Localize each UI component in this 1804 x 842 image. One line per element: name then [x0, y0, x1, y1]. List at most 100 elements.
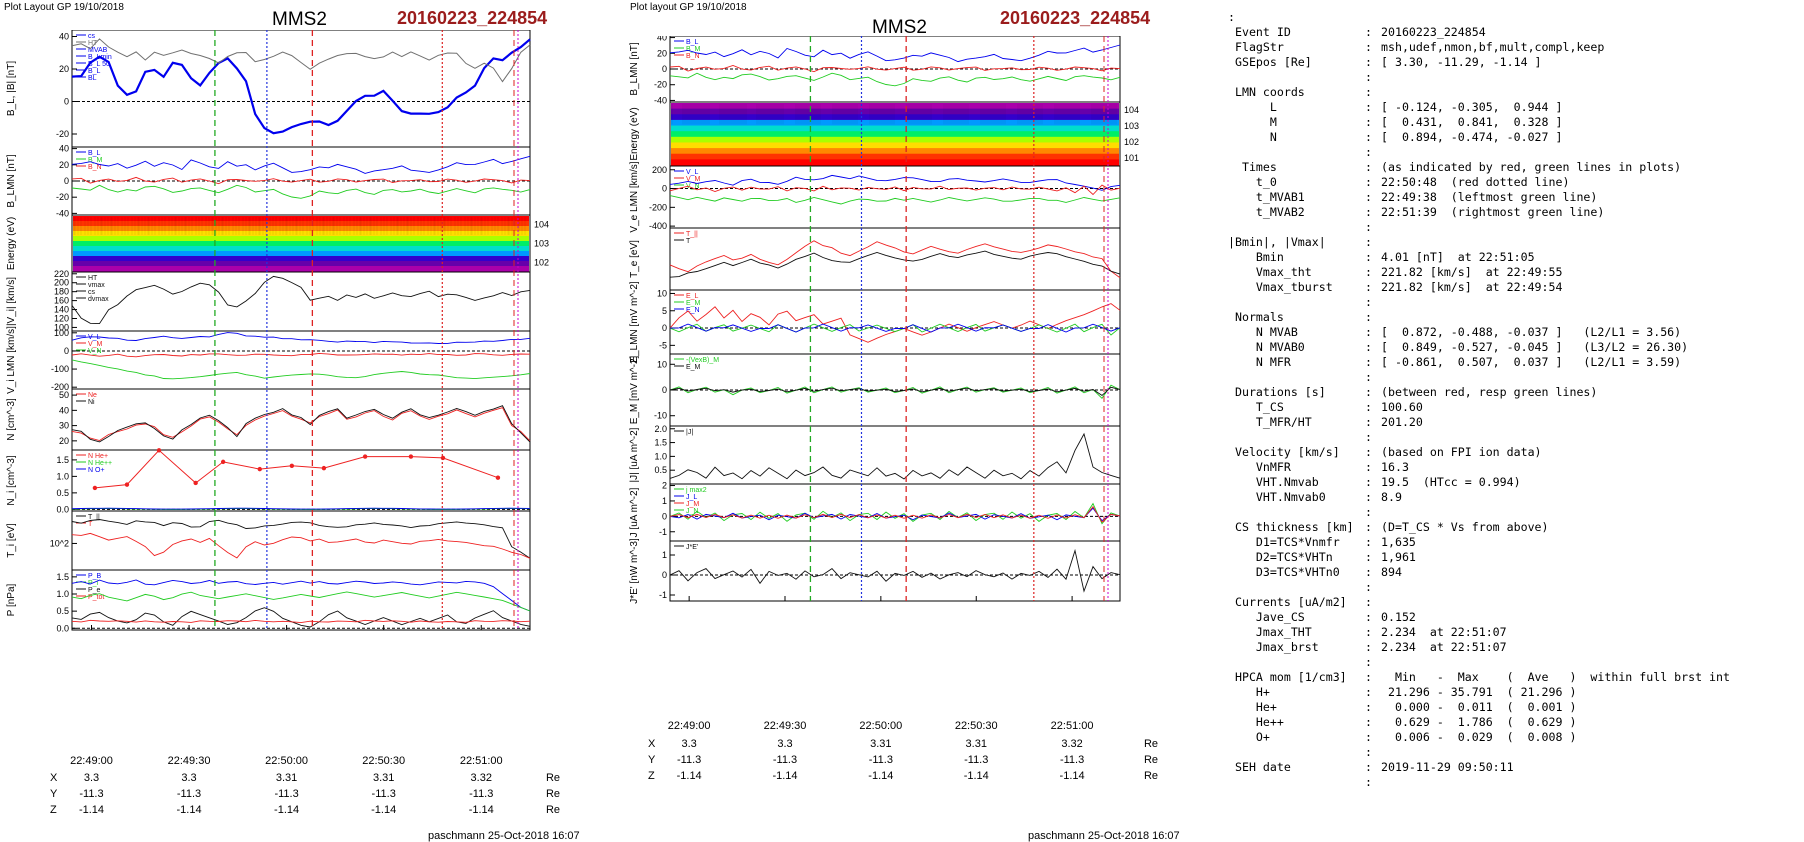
legend-label: BL: [88, 75, 97, 82]
info-line: N MFR: [ -0.861, 0.507, 0.037 ] (L2/L1 = …: [1228, 355, 1798, 370]
panel-ylabel: P [nPa]: [6, 583, 17, 616]
panel-ytick-label: -40: [56, 208, 69, 218]
series-line: [71, 38, 531, 83]
info-key: N MFR: [1228, 355, 1291, 369]
legend-label: P_B: [88, 573, 102, 580]
info-value: 201.20: [1381, 415, 1423, 429]
panel-ytick-label: 20: [59, 436, 69, 446]
coord-value: -11.3: [868, 754, 893, 766]
spectrogram-band: [671, 103, 1119, 110]
spectrogram-band: [73, 216, 529, 222]
series-line: [71, 619, 531, 624]
middle-event-title: 20160223_224854: [1000, 8, 1151, 28]
info-colon: :: [1365, 730, 1372, 744]
middle-position-table: X 3.3 3.3 3.31 3.31 3.32 Re Y -11.3 -11.3 -11.3 -11…: [648, 738, 1158, 790]
series-line: [669, 184, 1121, 196]
info-value: Min - Max ( Ave ) within full brst int: [1381, 670, 1731, 684]
series-line: [669, 323, 1121, 333]
coord-label: Z: [50, 804, 57, 816]
coord-unit: Re: [545, 804, 560, 816]
coord-label: X: [50, 772, 58, 784]
info-colon: :: [1365, 265, 1372, 279]
info-colon: :: [1365, 775, 1372, 789]
spectrogram-band: [671, 148, 1119, 155]
coord-value: -1.14: [963, 770, 989, 782]
info-value: 1,635: [1381, 535, 1416, 549]
panel-ytick-label: 10^2: [50, 538, 69, 548]
spectrogram-band: [671, 136, 1119, 143]
coord-value: -1.14: [176, 804, 202, 816]
info-colon: :: [1365, 670, 1372, 684]
info-key: t_MVAB1: [1228, 190, 1305, 204]
info-colon: :: [1365, 280, 1372, 294]
info-line: Velocity [km/s]: (based on FPI ion data): [1228, 445, 1798, 460]
legend-label: V_M: [88, 341, 103, 348]
spectrogram-band: [671, 108, 1119, 115]
info-line: :: [1228, 220, 1798, 235]
info-line: HPCA mom [1/cm3]: Min - Max ( Ave ) with…: [1228, 670, 1798, 685]
info-value: [ 0.894, -0.474, -0.027 ]: [1381, 130, 1563, 144]
series-line: [669, 505, 1121, 523]
panel-ytick-label: 0: [662, 570, 667, 580]
coord-unit: Re: [1143, 754, 1158, 766]
info-key: Jave_CS: [1228, 610, 1305, 624]
info-colon: :: [1365, 130, 1372, 144]
info-key: N MVAB0: [1228, 340, 1305, 354]
panel-ytick-label: 1: [662, 496, 667, 506]
info-value: [ 0.872, -0.488, -0.037 ] (L2/L1 = 3.56): [1381, 325, 1682, 339]
info-value: 100.60: [1381, 400, 1423, 414]
panel-ylabel: E_M [mV m^-2]: [629, 355, 640, 424]
info-colon: :: [1365, 565, 1372, 579]
panel-7: T_i [eV] 10^2 T_||T: [6, 510, 531, 571]
panel-ytick-label: 40: [59, 405, 69, 415]
info-colon: :: [1365, 70, 1372, 84]
legend-label: B_N: [88, 164, 102, 171]
panel-ylabel: J*E' [nW m^-3]: [629, 538, 640, 604]
legend-label: |J|: [686, 429, 693, 436]
spectrogram-band: [671, 131, 1119, 138]
info-key: CS thickness [km]: [1228, 520, 1354, 534]
info-colon: :: [1365, 160, 1372, 174]
series-point: [92, 485, 98, 491]
info-colon: :: [1365, 580, 1372, 594]
info-value: [ 0.849, -0.527, -0.045 ] (L3/L2 = 26.30…: [1381, 340, 1689, 354]
info-value: [ 0.431, 0.841, 0.328 ]: [1381, 115, 1563, 129]
panel-ytick-label: 20: [59, 64, 69, 74]
info-line: t_MVAB1:22:49:38 (leftmost green line): [1228, 190, 1798, 205]
info-value: 4.01 [nT] at 22:51:05: [1381, 250, 1535, 264]
panel-ytick-label: -1: [659, 590, 667, 600]
series-line: [669, 507, 1121, 522]
info-key: Vmax_tburst: [1228, 280, 1333, 294]
panel-frame: [71, 449, 531, 512]
panel-ylabel: T_e [eV]: [629, 240, 640, 278]
info-key: M: [1228, 115, 1277, 129]
legend-label: B_L: [88, 68, 101, 75]
time-tick-label: 22:50:30: [954, 720, 998, 732]
legend-label: P_i: [88, 580, 99, 587]
info-value: 221.82 [km/s] at 22:49:54: [1381, 280, 1563, 294]
panel-ylabel: V_e LMN [km/s]: [629, 161, 640, 232]
info-line: VnMFR:16.3: [1228, 460, 1798, 475]
info-line: N MVAB0: [ 0.849, -0.527, -0.045 ] (L3/L2…: [1228, 340, 1798, 355]
coord-value: 3.31: [275, 772, 298, 784]
coord-value: 3.3: [83, 772, 100, 784]
info-colon: :: [1365, 250, 1372, 264]
info-line: N MVAB: [ 0.872, -0.488, -0.037 ] (L2/L1 …: [1228, 325, 1798, 340]
info-key: SEH date: [1228, 760, 1291, 774]
coord-value: 3.3: [681, 738, 697, 750]
legend-label: J_M: [686, 501, 699, 508]
info-line: :: [1228, 745, 1798, 760]
coord-value: -11.3: [176, 788, 202, 800]
info-value: 1,961: [1381, 550, 1416, 564]
middle-footer: paschmann 25-Oct-2018 16:07: [1028, 830, 1180, 842]
series-point: [156, 448, 162, 453]
legend-label: N He+: [88, 453, 108, 460]
info-value: [ 3.30, -11.29, -1.14 ]: [1381, 55, 1542, 69]
legend-label: J_N: [686, 508, 698, 515]
info-line: GSEpos [Re]: [ 3.30, -11.29, -1.14 ]: [1228, 55, 1798, 70]
series-line: [71, 591, 531, 612]
info-line: He+: 0.000 - 0.011 ( 0.001 ): [1228, 700, 1798, 715]
